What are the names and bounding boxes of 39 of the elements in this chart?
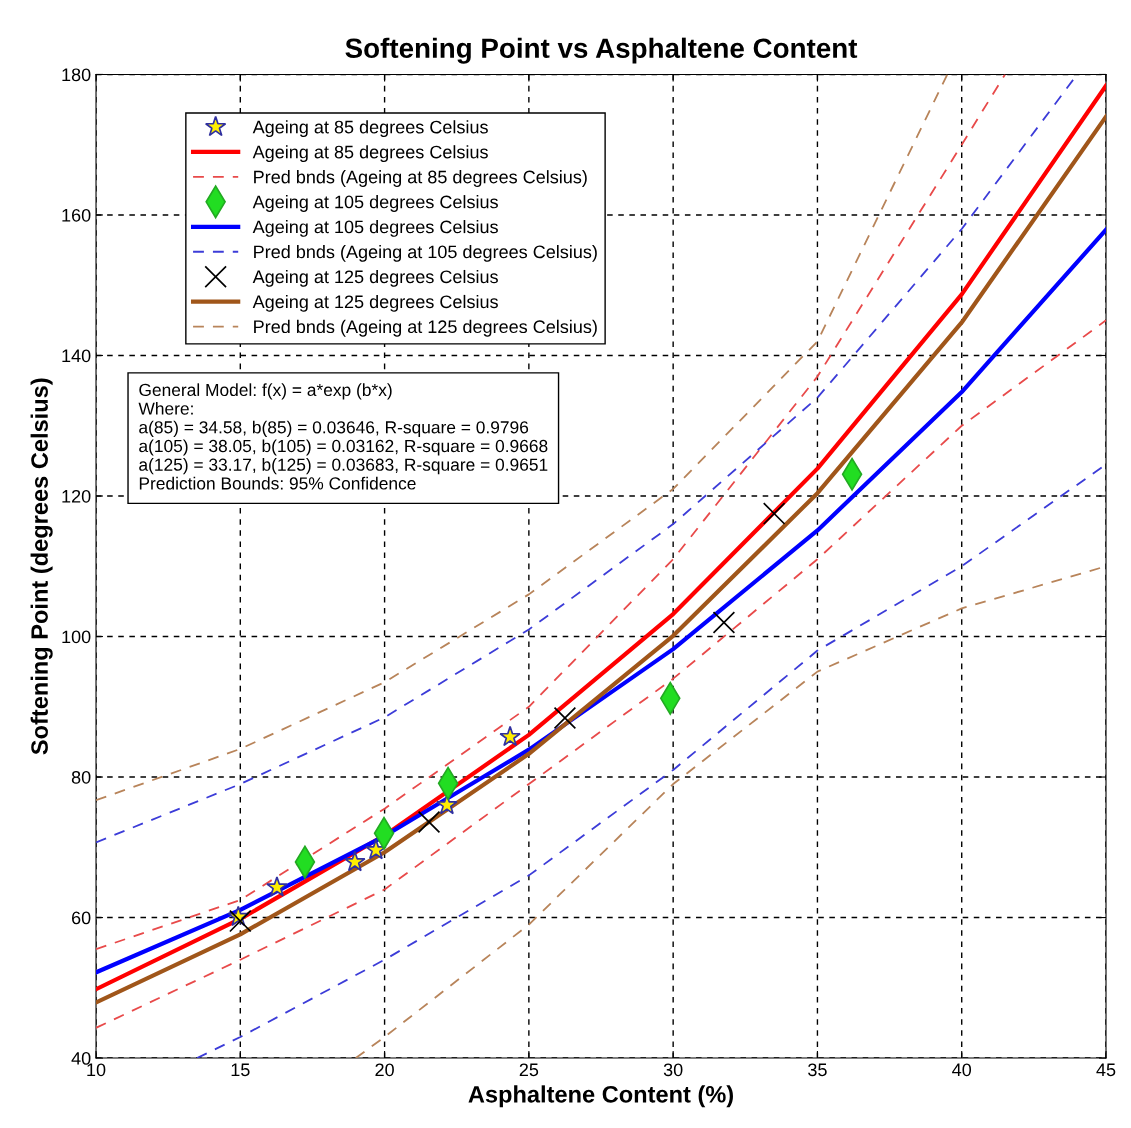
- x-tick-label: 10: [87, 1063, 106, 1077]
- y-tick-label: 80: [71, 770, 91, 784]
- chart-title: Softening Point vs Asphaltene Content: [345, 37, 858, 64]
- legend-label: Pred bnds (Ageing at 125 degrees Celsius): [254, 319, 597, 337]
- legend-label: Pred bnds (Ageing at 105 degrees Celsius): [254, 244, 597, 262]
- legend-label: Pred bnds (Ageing at 85 degrees Celsius): [254, 170, 587, 187]
- legend-label: Ageing at 125 degrees Celsius: [252, 269, 498, 287]
- x-tick-label: 15: [231, 1063, 250, 1077]
- y-tick-label: 140: [62, 349, 91, 363]
- x-tick-label: 20: [375, 1063, 394, 1077]
- y-tick-label: 40: [71, 1052, 91, 1065]
- legend-label: Ageing at 125 degrees Celsius: [252, 294, 498, 312]
- point: [436, 793, 458, 815]
- x-tick-label: 45: [1096, 1063, 1116, 1077]
- y-tick-label: 180: [62, 68, 91, 82]
- x-tick-label: 40: [952, 1063, 972, 1077]
- point: [553, 706, 577, 730]
- x-axis-title: Asphaltene Content (%): [468, 1085, 733, 1108]
- x-tick-label: 25: [519, 1063, 539, 1077]
- point: [762, 502, 786, 525]
- x-tick-label: 30: [663, 1063, 683, 1077]
- point: [344, 850, 366, 872]
- legend-label: Ageing at 105 degrees Celsius: [252, 220, 498, 237]
- line-series: [96, 319, 1107, 1029]
- line-series: [96, 74, 949, 802]
- y-axis-title: Softening Point (degrees Celsius): [30, 378, 53, 755]
- point: [266, 876, 288, 897]
- y-tick-label: 160: [62, 208, 91, 222]
- y-tick-label: 60: [72, 911, 91, 925]
- legend-label: Ageing at 105 degrees Celsius: [252, 195, 498, 212]
- legend-label: Ageing at 85 degrees Celsius: [252, 120, 488, 138]
- point: [499, 725, 521, 747]
- y-tick-label: 120: [62, 489, 91, 503]
- point: [712, 611, 736, 634]
- y-tick-label: 100: [62, 630, 91, 644]
- x-tick-label: 35: [808, 1063, 827, 1077]
- point: [417, 810, 441, 834]
- legend-label: Ageing at 85 degrees Celsius: [252, 145, 488, 162]
- annotation: General Model: f(x) = a*exp (b*x) Where: a(85) = 34.58, b(85) = 0.03646, R-square = 0.9796 a(105) = 38.05, b(105) = 0.03162, R-square = 0.9668 a(125) = 33.17, b(125) = 0.03683, R-square = 0.9651 Prediction Bounds: 95% Confidence: [138, 383, 548, 490]
